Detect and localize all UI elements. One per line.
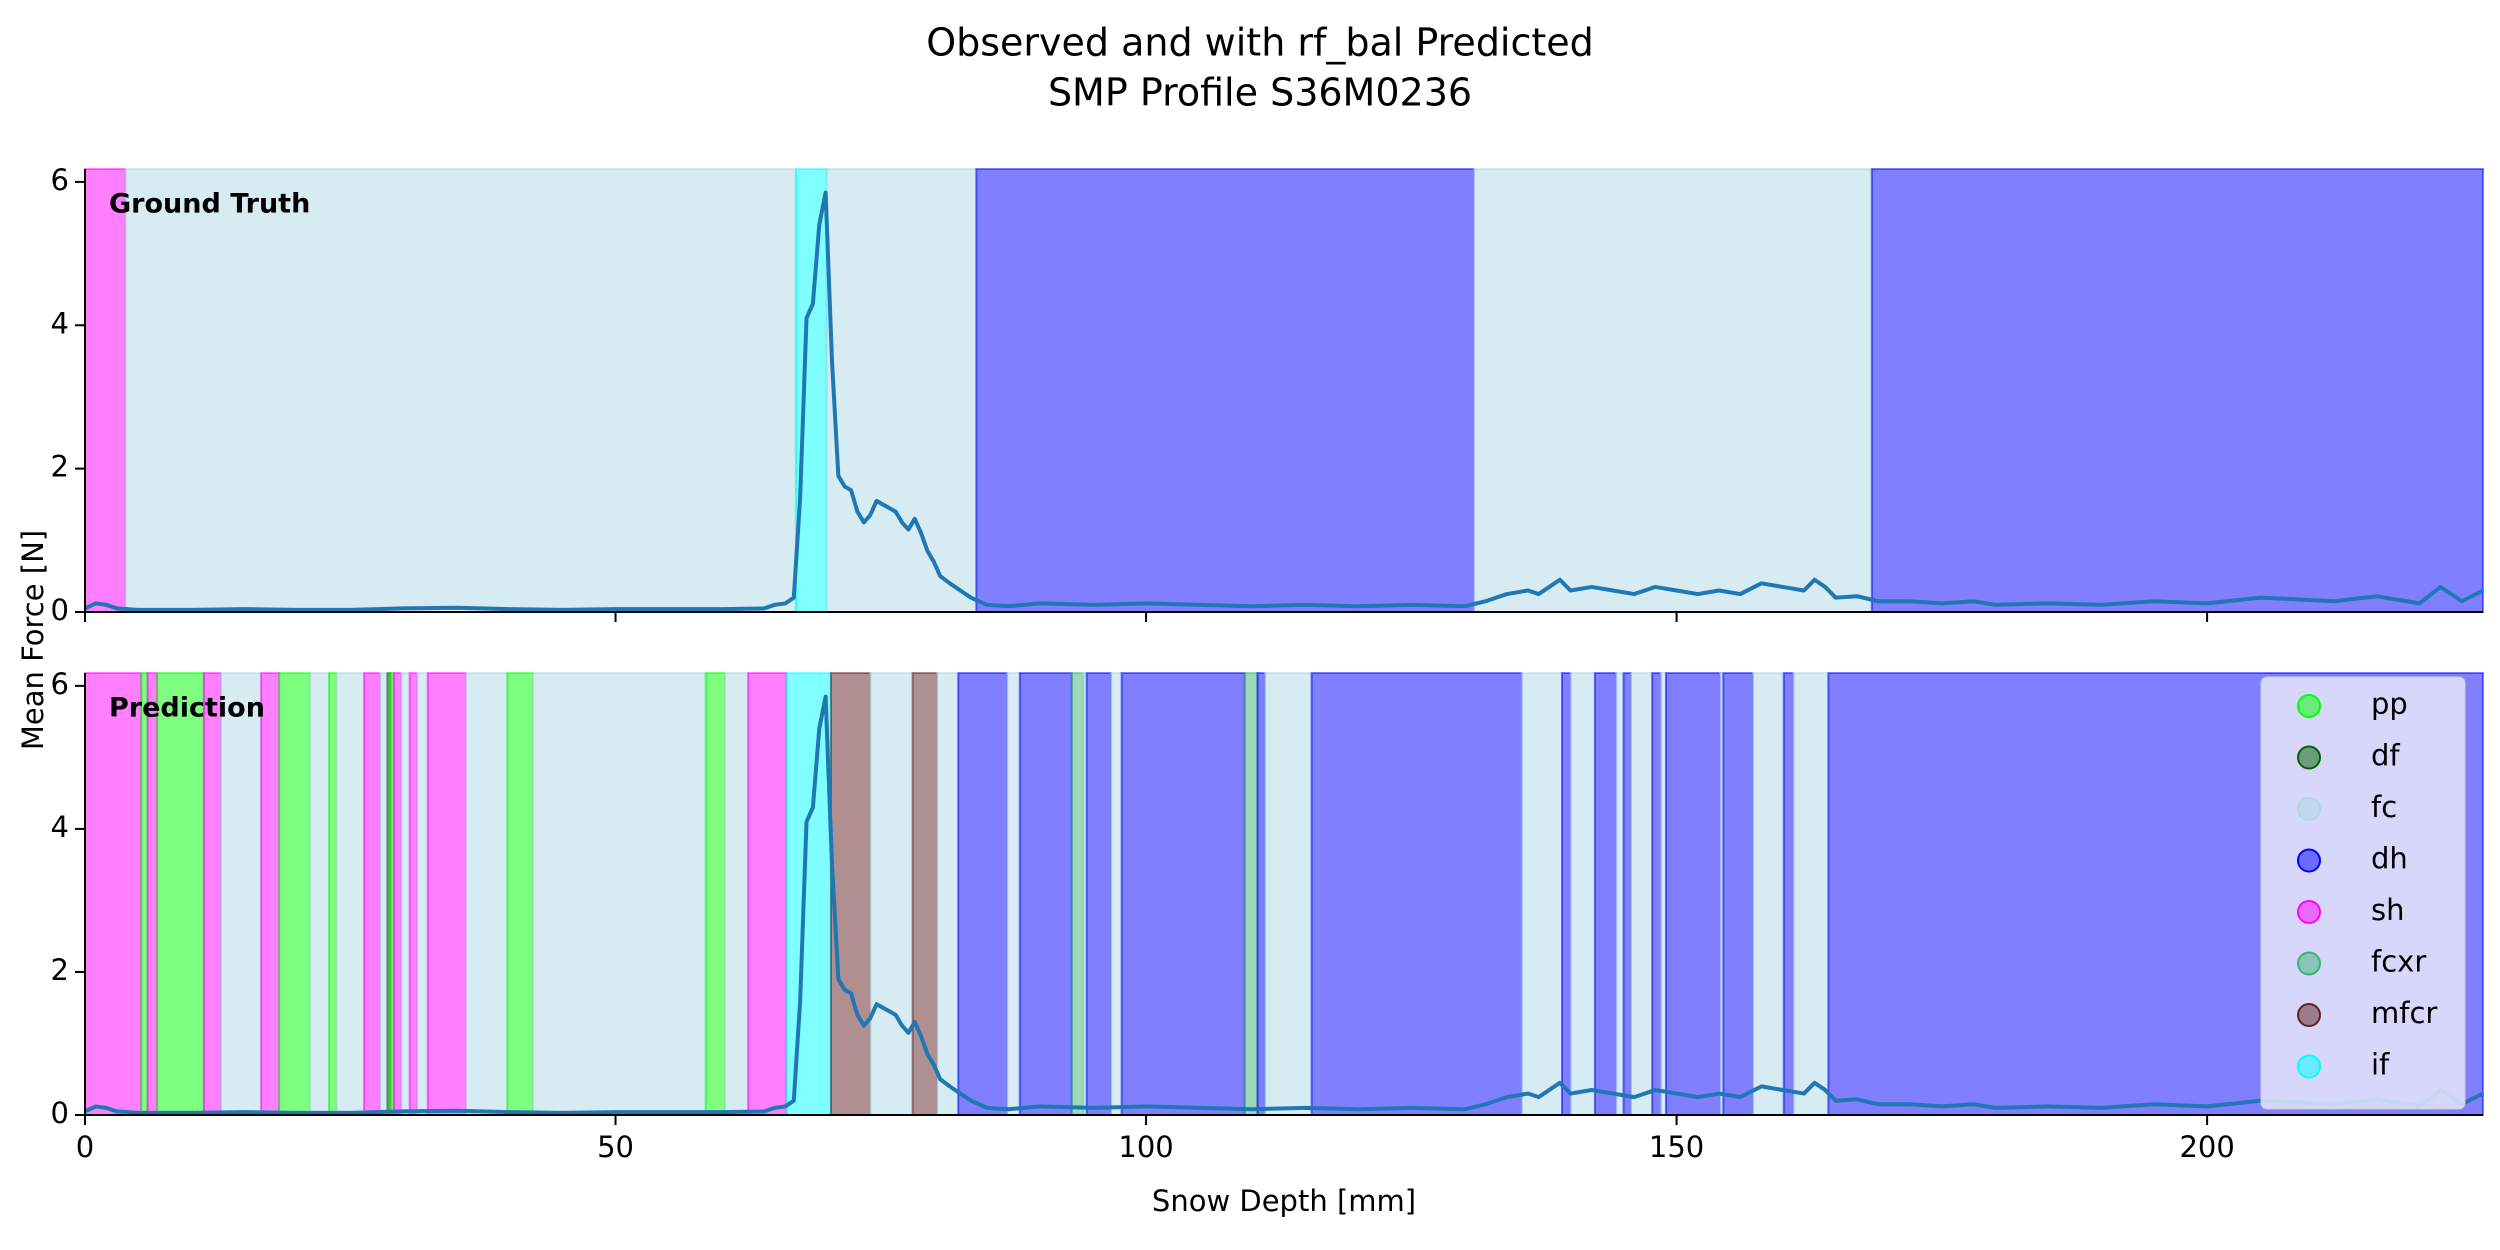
layer-span xyxy=(278,672,311,1116)
legend-marker xyxy=(2297,848,2321,873)
panel-label: Ground Truth xyxy=(109,189,310,220)
y-tick-label: 2 xyxy=(51,450,69,484)
legend-marker xyxy=(2297,951,2321,976)
layer-span xyxy=(1472,168,1873,613)
layer-span xyxy=(202,672,222,1116)
y-tick-label: 4 xyxy=(51,306,69,340)
legend-label: sh xyxy=(2371,893,2405,927)
layer-span xyxy=(328,672,338,1116)
layer-span xyxy=(1120,672,1246,1116)
layer-span xyxy=(957,672,1009,1116)
x-tick-label: 150 xyxy=(1649,1130,1704,1164)
legend-box xyxy=(2260,676,2466,1110)
y-tick-label: 0 xyxy=(51,1096,69,1130)
x-tick-label: 200 xyxy=(2179,1130,2234,1164)
layer-span xyxy=(1792,672,1830,1116)
y-tick-label: 4 xyxy=(51,810,69,844)
layer-span xyxy=(146,672,159,1116)
legend-marker xyxy=(2297,745,2321,770)
x-tick-label: 0 xyxy=(76,1130,94,1164)
layer-span xyxy=(1243,672,1259,1116)
layer-span xyxy=(408,672,419,1116)
layer-span xyxy=(1751,672,1785,1116)
layer-span xyxy=(747,672,788,1116)
layer-span xyxy=(426,672,467,1116)
layer-span xyxy=(1070,672,1085,1116)
layer-span xyxy=(829,672,872,1116)
legend-label: dh xyxy=(2371,842,2408,876)
layer-span xyxy=(1722,672,1754,1116)
layer-span xyxy=(1651,672,1662,1116)
layer-span xyxy=(1593,672,1618,1116)
layer-span xyxy=(219,672,263,1116)
layer-span xyxy=(1629,672,1654,1116)
layer-span xyxy=(1256,672,1266,1116)
layer-span xyxy=(869,672,914,1116)
y-tick-label: 6 xyxy=(51,163,69,197)
layer-span xyxy=(400,672,411,1116)
legend-label: mfcr xyxy=(2371,996,2437,1030)
legend-marker xyxy=(2297,1003,2321,1027)
x-tick-label: 100 xyxy=(1118,1130,1173,1164)
layer-span xyxy=(363,672,381,1116)
layer-span xyxy=(156,672,205,1116)
legend-marker xyxy=(2297,900,2321,924)
legend-label: fc xyxy=(2371,790,2397,824)
layer-span xyxy=(1310,672,1523,1116)
layer-span xyxy=(84,672,143,1116)
layer-span xyxy=(378,672,389,1116)
x-tick-label: 50 xyxy=(597,1130,634,1164)
y-tick-label: 2 xyxy=(51,953,69,987)
panel-label: Prediction xyxy=(109,693,265,724)
layer-span xyxy=(1110,672,1123,1116)
layer-span xyxy=(1085,672,1113,1116)
layer-span xyxy=(506,672,534,1116)
layer-span xyxy=(975,168,1475,613)
layer-span xyxy=(308,672,331,1116)
layer-span xyxy=(704,672,726,1116)
layer-span xyxy=(464,672,509,1116)
legend-marker xyxy=(2297,694,2321,718)
layer-span xyxy=(1622,672,1632,1116)
layer-span xyxy=(1870,168,2485,613)
legend-label: fcxr xyxy=(2371,945,2426,979)
layer-span xyxy=(1263,672,1313,1116)
y-tick-label: 0 xyxy=(51,593,69,627)
layer-span xyxy=(825,168,978,613)
layer-span xyxy=(1006,672,1021,1116)
legend-label: if xyxy=(2371,1048,2390,1082)
layer-span xyxy=(124,168,797,613)
layer-span xyxy=(1520,672,1563,1116)
layer-span xyxy=(723,672,750,1116)
layer-span xyxy=(1782,672,1795,1116)
layer-span xyxy=(1560,672,1572,1116)
y-tick-label: 6 xyxy=(51,667,69,701)
chart-subtitle: SMP Profile S36M0236 xyxy=(1048,71,1472,115)
layer-span xyxy=(84,168,127,613)
layer-span xyxy=(936,672,960,1116)
layer-span xyxy=(1615,672,1625,1116)
layer-span xyxy=(416,672,429,1116)
layer-span xyxy=(335,672,366,1116)
force-line xyxy=(84,694,2484,1115)
legend-label: pp xyxy=(2371,687,2408,721)
layer-span xyxy=(1664,672,1722,1116)
legend-label: df xyxy=(2371,739,2400,773)
layer-span xyxy=(260,672,281,1116)
y-axis-label: Mean Force [N] xyxy=(16,530,50,750)
layer-span xyxy=(1018,672,1073,1116)
layer-span xyxy=(785,672,832,1116)
chart-title: Observed and with rf_bal Predicted xyxy=(926,21,1594,65)
x-axis-label: Snow Depth [mm] xyxy=(1152,1184,1416,1218)
legend-marker xyxy=(2297,1054,2321,1079)
legend-marker xyxy=(2297,797,2321,821)
layer-span xyxy=(392,672,403,1116)
layer-span xyxy=(1569,672,1596,1116)
force-line xyxy=(84,190,2484,612)
layer-span xyxy=(531,672,707,1116)
layer-span xyxy=(794,168,828,613)
